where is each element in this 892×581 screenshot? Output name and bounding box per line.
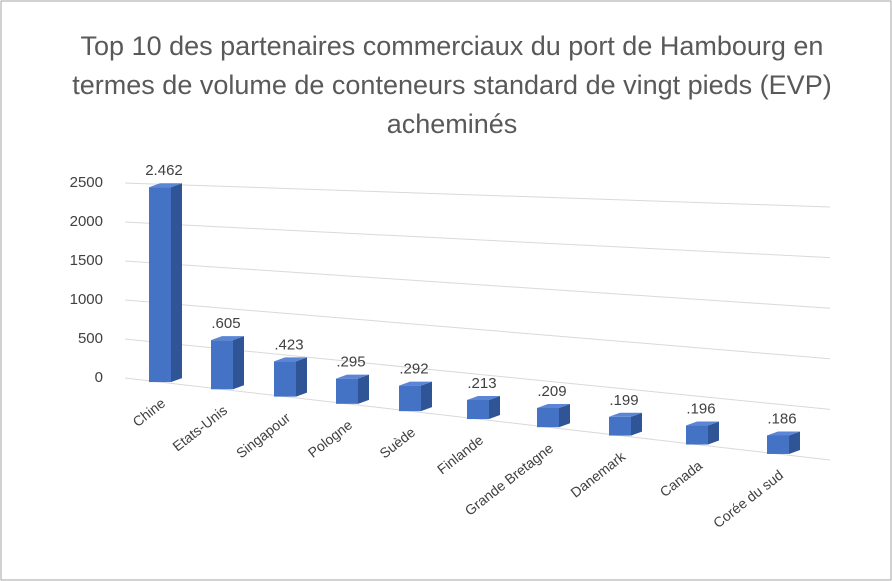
bar-front	[767, 435, 789, 454]
bar-side	[296, 357, 307, 397]
bar-side	[171, 183, 182, 383]
grid-line	[124, 260, 831, 309]
bar-top	[399, 381, 432, 386]
y-tick-label: 2000	[70, 213, 103, 230]
bar-side	[789, 431, 800, 454]
data-label: .196	[686, 401, 715, 418]
y-tick-label: 2500	[70, 174, 103, 191]
bar-front	[274, 361, 296, 397]
data-label: .186	[767, 410, 796, 427]
bar	[767, 431, 800, 454]
bar-side	[559, 403, 570, 428]
bar	[467, 395, 500, 420]
data-label: .209	[537, 383, 566, 400]
bar	[211, 336, 244, 390]
bar	[686, 421, 719, 445]
data-label: 2.462	[145, 162, 183, 179]
bar-front	[467, 399, 489, 420]
bar	[609, 412, 642, 436]
bar	[274, 357, 307, 397]
bar-top	[211, 336, 244, 341]
chart-title: acheminés	[387, 109, 518, 139]
bar-front	[686, 425, 708, 445]
grid-line	[124, 221, 831, 259]
bar-top	[467, 395, 500, 400]
bar-top	[274, 357, 307, 362]
data-label: .295	[336, 354, 365, 371]
bar	[336, 374, 369, 404]
bar-top	[609, 412, 642, 417]
chart-title: Top 10 des partenaires commerciaux du po…	[81, 31, 824, 61]
chart-title: termes de volume de conteneurs standard …	[72, 70, 831, 100]
bar-front	[211, 340, 233, 390]
bar-top	[686, 421, 719, 426]
bar-front	[537, 407, 559, 428]
bar	[399, 381, 432, 412]
bar	[149, 183, 182, 383]
y-tick-label: 0	[95, 369, 103, 386]
data-label: .199	[609, 392, 638, 409]
y-tick-label: 1000	[70, 291, 103, 308]
bar-front	[609, 416, 631, 436]
bar-top	[149, 183, 182, 188]
bar-top	[767, 431, 800, 436]
y-tick-label: 1500	[70, 252, 103, 269]
bar-side	[489, 395, 500, 420]
bar-side	[708, 421, 719, 445]
bar	[537, 403, 570, 428]
grid-line	[124, 299, 831, 360]
bar-front	[336, 378, 358, 404]
bar-side	[421, 381, 432, 412]
bar-front	[399, 385, 421, 412]
grid-line	[124, 182, 831, 208]
bar-side	[631, 412, 642, 436]
bar-top	[537, 403, 570, 408]
bar-side	[233, 336, 244, 390]
bar-side	[358, 374, 369, 404]
bar-front	[149, 187, 171, 383]
data-label: .423	[274, 336, 303, 353]
bar-top	[336, 374, 369, 379]
y-tick-label: 500	[78, 330, 103, 347]
data-label: .213	[467, 375, 496, 392]
data-label: .605	[211, 315, 240, 332]
data-label: .292	[399, 361, 428, 378]
